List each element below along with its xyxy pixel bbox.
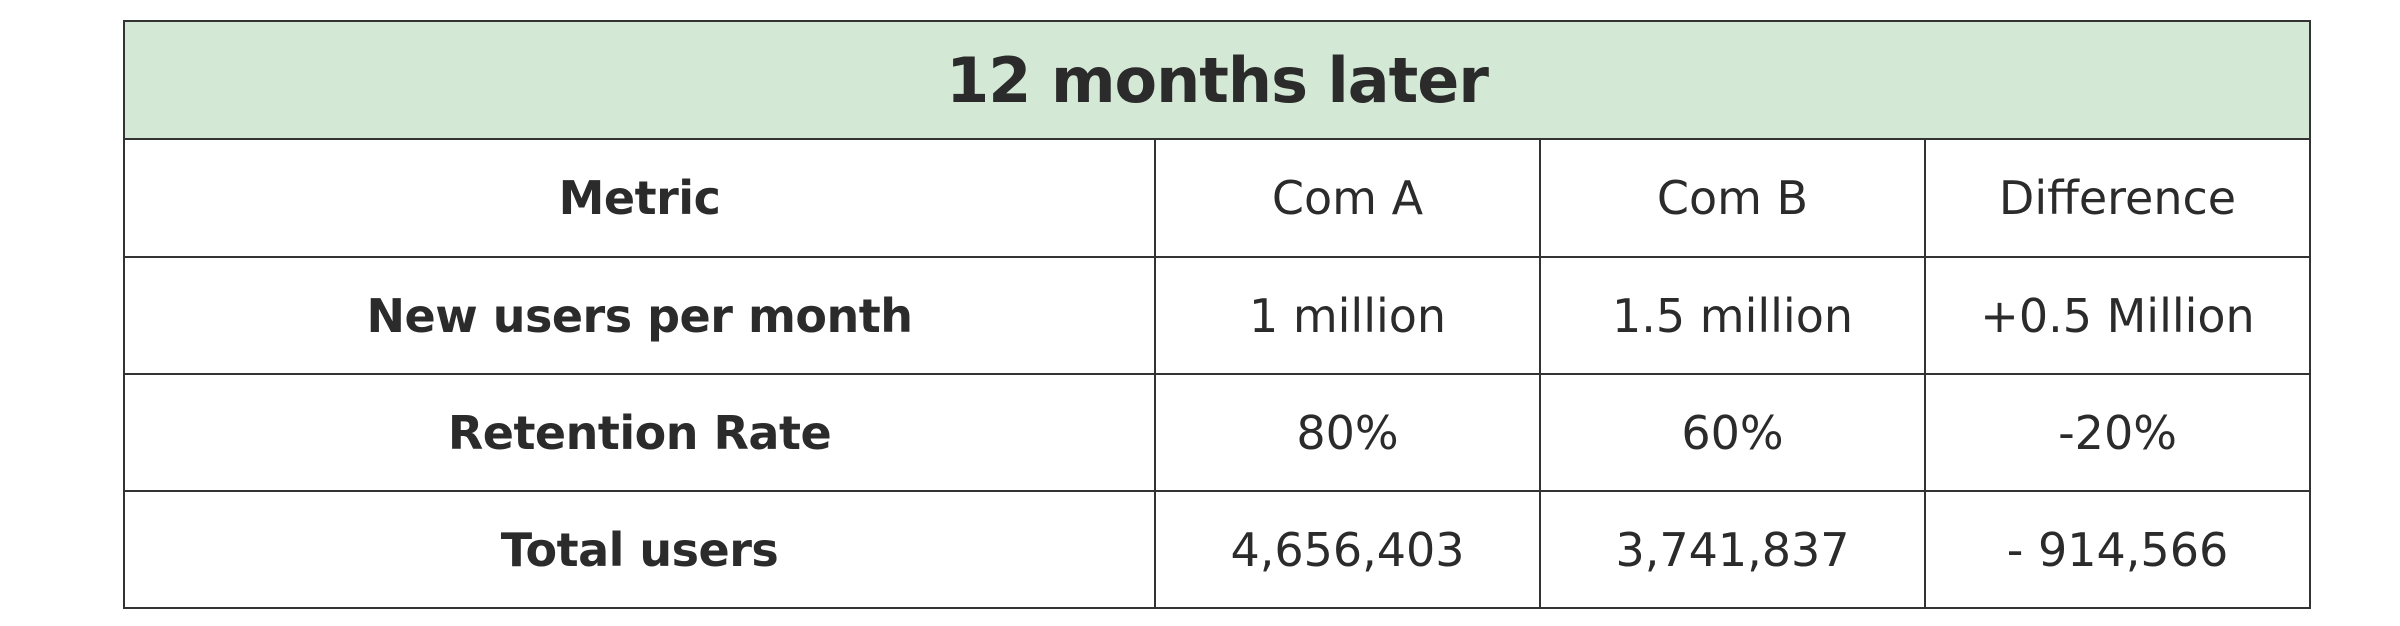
comparison-table: 12 months later Metric Com A Com B Diffe… <box>122 20 2312 609</box>
comparison-table-container: 12 months later Metric Com A Com B Diffe… <box>122 20 2312 609</box>
row-label: New users per month <box>123 256 1156 375</box>
cell-difference: - 914,566 <box>1923 490 2312 609</box>
cell-difference: +0.5 Million <box>1923 256 2312 375</box>
cell-com-b: 60% <box>1539 373 1926 492</box>
cell-com-b: 3,741,837 <box>1539 490 1926 609</box>
cell-difference: -20% <box>1923 373 2312 492</box>
table-title: 12 months later <box>122 20 2312 140</box>
header-metric: Metric <box>123 138 1156 258</box>
row-label: Total users <box>123 490 1156 609</box>
cell-com-b: 1.5 million <box>1539 256 1926 375</box>
cell-com-a: 4,656,403 <box>1154 490 1541 609</box>
table-row: Total users 4,656,403 3,741,837 - 914,56… <box>123 490 2312 609</box>
header-com-a: Com A <box>1154 138 1541 258</box>
header-com-b: Com B <box>1539 138 1926 258</box>
cell-com-a: 80% <box>1154 373 1541 492</box>
row-label: Retention Rate <box>123 373 1156 492</box>
table-header-row: Metric Com A Com B Difference <box>123 138 2312 258</box>
table-title-row: 12 months later <box>122 20 2312 140</box>
table-row: Retention Rate 80% 60% -20% <box>123 373 2312 492</box>
cell-com-a: 1 million <box>1154 256 1541 375</box>
table-row: New users per month 1 million 1.5 millio… <box>123 256 2312 375</box>
header-difference: Difference <box>1923 138 2312 258</box>
